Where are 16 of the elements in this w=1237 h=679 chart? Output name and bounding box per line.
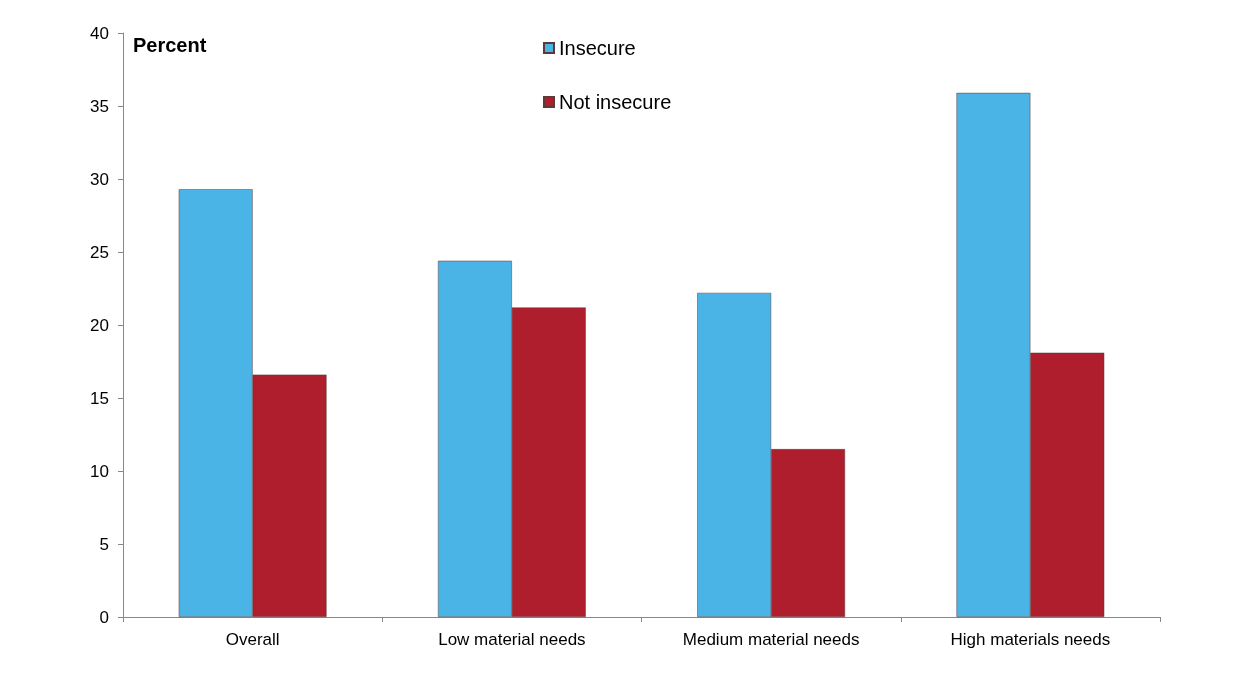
y-tick-label: 30 [90, 169, 109, 189]
y-tick-label: 15 [90, 388, 109, 408]
y-tick-label: 40 [90, 23, 109, 43]
y-tick-label: 5 [99, 534, 109, 554]
y-axis-title: Percent [133, 34, 207, 56]
x-tick-label: Overall [225, 630, 280, 649]
y-tick-label: 20 [90, 315, 109, 335]
legend-label: Insecure [559, 37, 636, 59]
y-tick-label: 35 [90, 96, 109, 116]
legend-label: Not insecure [559, 91, 672, 113]
x-tick-label: High materials needs [950, 630, 1111, 649]
y-tick-label: 25 [90, 242, 109, 262]
x-tick-label: Low material needs [438, 630, 586, 649]
x-tick-label: Medium material needs [682, 630, 860, 649]
y-tick-label: 0 [99, 607, 109, 627]
y-tick-label: 10 [90, 461, 109, 481]
